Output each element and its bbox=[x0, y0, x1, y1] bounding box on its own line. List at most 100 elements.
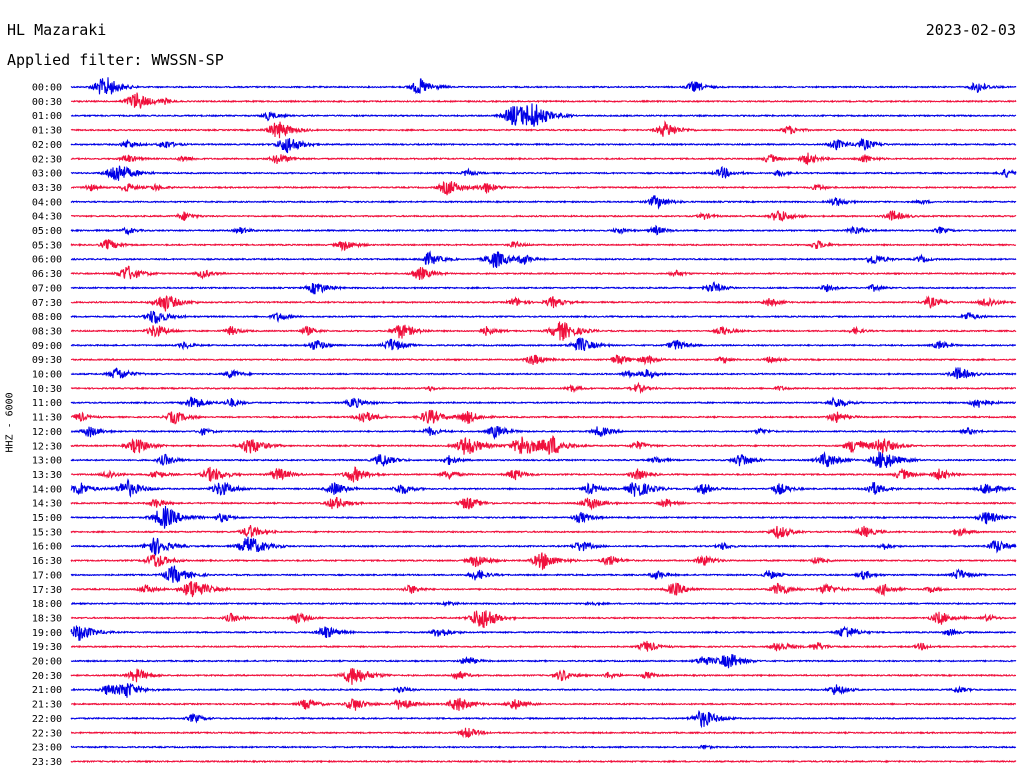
trace-line bbox=[70, 137, 1017, 154]
trace-line bbox=[70, 653, 1017, 669]
trace-line bbox=[70, 697, 1017, 711]
trace-line bbox=[70, 152, 1017, 166]
tick-label: 16:30 bbox=[32, 556, 62, 567]
trace-line bbox=[70, 434, 1017, 455]
tick-label: 04:00 bbox=[32, 197, 62, 208]
tick-label: 13:00 bbox=[32, 456, 62, 467]
trace-line bbox=[70, 209, 1017, 222]
trace-line bbox=[70, 536, 1017, 556]
trace-line bbox=[70, 180, 1017, 196]
trace-line bbox=[70, 366, 1017, 380]
trace-line bbox=[70, 92, 1017, 109]
tick-label: 08:30 bbox=[32, 326, 62, 337]
tick-label: 19:30 bbox=[32, 642, 62, 653]
tick-label: 09:30 bbox=[32, 355, 62, 366]
station-name: HL Mazaraki bbox=[7, 21, 107, 39]
tick-label: 22:00 bbox=[32, 714, 62, 725]
trace-line bbox=[70, 727, 1017, 739]
trace-line bbox=[70, 310, 1017, 325]
tick-label: 06:00 bbox=[32, 255, 62, 266]
trace-line bbox=[70, 281, 1017, 295]
trace-line bbox=[70, 466, 1017, 483]
tick-label: 13:30 bbox=[32, 470, 62, 481]
trace-line bbox=[70, 451, 1017, 468]
tick-label: 22:30 bbox=[32, 728, 62, 739]
trace-line bbox=[70, 524, 1017, 539]
tick-label: 18:30 bbox=[32, 613, 62, 624]
trace-line bbox=[70, 426, 1017, 441]
tick-label: 21:30 bbox=[32, 700, 62, 711]
trace-line bbox=[70, 610, 1017, 629]
trace-line bbox=[70, 239, 1017, 252]
trace-line bbox=[70, 295, 1017, 312]
trace-line bbox=[70, 496, 1017, 511]
trace-line bbox=[70, 506, 1017, 529]
tick-label: 05:30 bbox=[32, 240, 62, 251]
trace-line bbox=[70, 103, 1017, 127]
trace-line bbox=[70, 265, 1017, 281]
trace-line bbox=[70, 250, 1017, 269]
tick-label: 06:30 bbox=[32, 269, 62, 280]
tick-label: 15:00 bbox=[32, 513, 62, 524]
tick-label: 10:30 bbox=[32, 384, 62, 395]
trace-line bbox=[70, 396, 1017, 409]
trace-line bbox=[70, 354, 1017, 366]
trace-line bbox=[70, 77, 1017, 95]
trace-line bbox=[70, 321, 1017, 341]
record-date: 2023-02-03 bbox=[925, 21, 1016, 39]
tick-label: 21:00 bbox=[32, 685, 62, 696]
tick-label: 17:30 bbox=[32, 585, 62, 596]
trace-line bbox=[70, 580, 1017, 598]
trace-line bbox=[70, 224, 1017, 236]
trace-line bbox=[70, 552, 1017, 571]
tick-label: 01:00 bbox=[32, 111, 62, 122]
trace-line bbox=[70, 565, 1017, 584]
tick-label: 05:00 bbox=[32, 226, 62, 237]
trace-line bbox=[70, 337, 1017, 352]
tick-label: 07:00 bbox=[32, 283, 62, 294]
tick-label: 20:30 bbox=[32, 671, 62, 682]
tick-label: 02:30 bbox=[32, 154, 62, 165]
tick-label: 19:00 bbox=[32, 628, 62, 639]
trace-line bbox=[70, 744, 1017, 750]
trace-line bbox=[70, 683, 1017, 698]
trace-line bbox=[70, 165, 1017, 181]
tick-label: 03:30 bbox=[32, 183, 62, 194]
trace-line bbox=[70, 478, 1017, 498]
trace-line bbox=[70, 668, 1017, 685]
tick-label: 14:00 bbox=[32, 484, 62, 495]
tick-label: 09:00 bbox=[32, 341, 62, 352]
filter-label: Applied filter: WWSSN-SP bbox=[7, 51, 224, 69]
tick-label: 07:30 bbox=[32, 298, 62, 309]
tick-label: 11:30 bbox=[32, 413, 62, 424]
tick-label: 00:30 bbox=[32, 97, 62, 108]
tick-label: 04:30 bbox=[32, 212, 62, 223]
tick-label: 23:30 bbox=[32, 757, 62, 768]
trace-line bbox=[70, 195, 1017, 210]
tick-label: 23:00 bbox=[32, 743, 62, 754]
trace-line bbox=[70, 600, 1017, 608]
trace-line bbox=[70, 759, 1017, 764]
tick-label: 17:00 bbox=[32, 570, 62, 581]
tick-label: 08:00 bbox=[32, 312, 62, 323]
tick-label: 01:30 bbox=[32, 126, 62, 137]
tick-label: 11:00 bbox=[32, 398, 62, 409]
tick-label: 20:00 bbox=[32, 657, 62, 668]
tick-label: 12:30 bbox=[32, 441, 62, 452]
trace-line bbox=[70, 381, 1017, 395]
tick-label: 02:00 bbox=[32, 140, 62, 151]
tick-label: 03:00 bbox=[32, 169, 62, 180]
tick-label: 18:00 bbox=[32, 599, 62, 610]
tick-label: 15:30 bbox=[32, 527, 62, 538]
trace-line bbox=[70, 120, 1017, 139]
tick-label: 00:00 bbox=[32, 83, 62, 94]
trace-line bbox=[70, 640, 1017, 652]
tick-label: 10:00 bbox=[32, 370, 62, 381]
trace-line bbox=[70, 709, 1017, 729]
trace-line bbox=[70, 625, 1017, 641]
tick-label: 12:00 bbox=[32, 427, 62, 438]
trace-line bbox=[70, 409, 1017, 425]
tick-label: 14:30 bbox=[32, 499, 62, 510]
tick-label: 16:00 bbox=[32, 542, 62, 553]
